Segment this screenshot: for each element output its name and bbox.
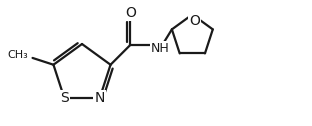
Text: O: O (125, 6, 136, 20)
Text: S: S (60, 91, 69, 105)
Text: N: N (95, 91, 105, 105)
Text: O: O (189, 13, 200, 27)
Text: CH₃: CH₃ (8, 50, 28, 60)
Text: NH: NH (151, 42, 170, 55)
